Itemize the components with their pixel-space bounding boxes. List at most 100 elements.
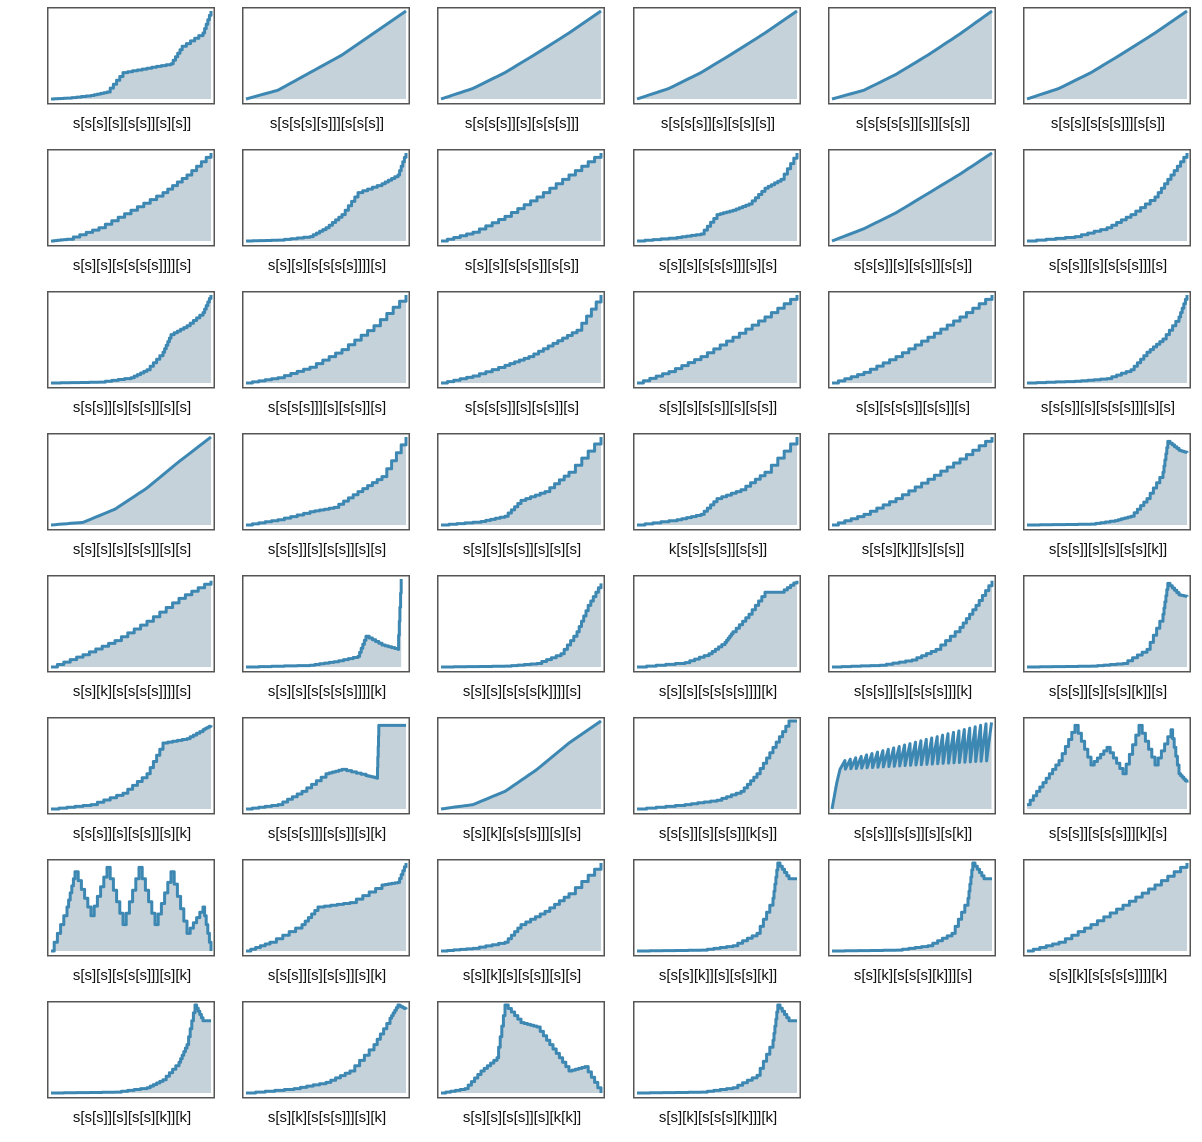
panel-label: s[s][s[s[s]][s[s]][s] <box>855 399 971 416</box>
series-line <box>51 1003 211 1095</box>
panel-label: s[s[s]][s][s[s]][s][k] <box>72 825 192 842</box>
chart-panel: s[s][s][s[s[s[k]]]][s] <box>437 575 607 711</box>
chart-plot <box>242 7 410 105</box>
chart-plot <box>47 1001 215 1099</box>
panel-label: s[s[s]][s[s]][s][s[k]] <box>853 825 973 842</box>
chart-plot <box>437 433 605 531</box>
series-area <box>246 1005 406 1093</box>
chart-panel: s[s[s[s]]][s][s[s]][s] <box>242 291 412 427</box>
chart-plot <box>1023 149 1191 247</box>
panel-label: s[s][s][s[s[s[s]]]][s] <box>72 257 192 274</box>
plot-frame <box>47 859 215 957</box>
plot-frame <box>47 149 215 247</box>
plot-frame <box>1023 717 1191 815</box>
plot-frame <box>1023 149 1191 247</box>
panel-label: s[s][s][s[s[s]]][s][s] <box>658 257 778 274</box>
chart-panel: s[s[s]][s][s[s]][s][s] <box>242 433 412 569</box>
chart-panel: s[s[s[s]]][s[s]][s][k] <box>242 717 412 853</box>
plot-frame <box>633 149 801 247</box>
plot-frame <box>828 291 996 389</box>
series-line <box>637 1003 797 1095</box>
plot-frame <box>47 291 215 389</box>
series-line <box>51 295 213 385</box>
chart-plot <box>242 717 410 815</box>
chart-plot <box>242 291 410 389</box>
series-line <box>51 865 213 953</box>
panel-label: s[s][s][s[s[s]][s[s]] <box>464 257 580 274</box>
series-area <box>1027 863 1187 951</box>
series-area <box>51 295 211 383</box>
panel-label: s[s[s[s]][s][s[s]][s] <box>464 399 580 416</box>
series-area <box>1027 11 1187 99</box>
chart-plot <box>242 433 410 531</box>
panel-label: s[s[s[s]]][s][s[s]][s] <box>267 399 387 416</box>
chart-panel: s[s][s][s[s[s[s]]]][k] <box>242 575 412 711</box>
series-line <box>1027 581 1189 669</box>
plot-frame <box>633 859 801 957</box>
series-area <box>832 153 992 241</box>
series-area <box>51 11 211 99</box>
plot-frame <box>1023 859 1191 957</box>
panel-label: s[s][s][s[s[s[k]]]][s] <box>462 683 582 700</box>
chart-panel: s[s][s][s[s[s]]][s][s] <box>633 149 803 285</box>
panel-label: s[s][s][s[s]][s][s[s]] <box>658 399 778 416</box>
chart-plot <box>47 149 215 247</box>
plot-frame <box>47 7 215 105</box>
series-area <box>832 295 992 383</box>
chart-panel: s[s[s[s]][s][s[s]][s] <box>437 291 607 427</box>
panel-label: s[s[s][k]][s][s[s]] <box>861 541 965 558</box>
chart-plot <box>437 291 605 389</box>
panel-label: s[s][k][s[s[s]]][s][k] <box>267 1109 387 1126</box>
chart-plot <box>47 717 215 815</box>
series-line <box>246 579 403 669</box>
plot-frame <box>47 717 215 815</box>
chart-plot <box>828 433 996 531</box>
chart-plot <box>437 149 605 247</box>
panel-label: s[s[s][s][s[s]][s][s]] <box>72 115 192 132</box>
series-line <box>637 861 797 953</box>
series-line <box>51 153 213 243</box>
plot-frame <box>437 291 605 389</box>
series-area <box>441 583 601 667</box>
plot-frame <box>242 717 410 815</box>
panel-label: s[s[s[s]][s][s[s][s]] <box>660 115 776 132</box>
chart-plot <box>437 859 605 957</box>
chart-plot <box>242 149 410 247</box>
series-line <box>245 9 407 101</box>
plot-frame <box>633 1001 801 1099</box>
plot-frame <box>437 717 605 815</box>
series-line <box>637 437 799 527</box>
panel-label: s[s[s]][s][s[s]][s[s]] <box>853 257 973 274</box>
chart-panel: s[s][k][s[s[s]]][s][k] <box>242 1001 412 1137</box>
series-line <box>51 724 213 811</box>
chart-panel: s[s][s][s[s]][s][s[s]] <box>633 291 803 427</box>
panel-label: s[s][s][s[s[s[s]]]][s] <box>267 257 387 274</box>
series-line <box>246 153 408 243</box>
plot-frame <box>242 7 410 105</box>
panel-label: s[s[s[s][s]]][s[s[s]] <box>269 115 385 132</box>
series-line <box>830 722 993 810</box>
series-area <box>1027 295 1187 383</box>
series-line <box>51 580 213 669</box>
chart-plot <box>633 575 801 673</box>
series-line <box>441 153 603 243</box>
series-line <box>246 863 408 953</box>
panel-label: s[s[s]][s][s][s[s][k]] <box>1048 541 1168 558</box>
panel-label: s[s][k][s][s[s]][s][s] <box>462 967 582 984</box>
series-area <box>246 725 406 809</box>
plot-frame <box>47 433 215 531</box>
chart-plot <box>828 859 996 957</box>
series-area <box>51 725 211 809</box>
plot-frame <box>437 1001 605 1099</box>
series-line <box>440 9 602 101</box>
chart-panel: s[s][s][s[s[s[s]]]][s] <box>47 149 217 285</box>
series-line <box>1027 863 1189 953</box>
chart-plot <box>633 149 801 247</box>
panel-label: s[s[s]][s][s[s]][s][k] <box>267 967 387 984</box>
chart-plot <box>437 575 605 673</box>
panel-label: s[s[s[s]][s][s[s[s]]] <box>464 115 580 132</box>
series-area <box>637 437 797 525</box>
chart-plot <box>437 7 605 105</box>
plot-frame <box>633 575 801 673</box>
